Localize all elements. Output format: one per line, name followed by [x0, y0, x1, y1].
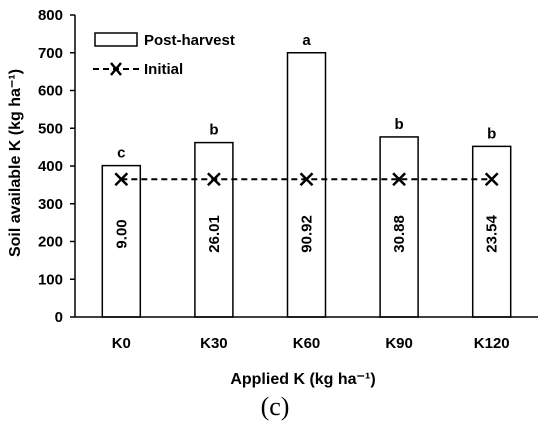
x-axis-ticks: K0 K30 K60 K90 K120: [112, 335, 510, 352]
bar-post-harvest: [379, 136, 419, 318]
initial-marker: [207, 172, 221, 187]
bar-significance-letter: b: [395, 116, 404, 133]
bar-post-harvest: [286, 52, 327, 318]
initial-marker: [392, 172, 406, 187]
y-tick-label: 0: [55, 309, 63, 326]
y-tick-label: 500: [38, 120, 63, 137]
bar-significance-letter: b: [209, 122, 218, 139]
chart: 0 100 200 300 400 500 600 700 800 c 9.00 b 26.01 a 90…: [7, 7, 538, 388]
legend-swatch-post-harvest: [94, 32, 138, 47]
bar-inner-label: 26.01: [206, 215, 223, 253]
y-axis-title: Soil available K (kg ha⁻¹): [7, 69, 24, 257]
bar-significance-letter: b: [487, 125, 496, 142]
legend: Post-harvest Initial: [93, 32, 235, 78]
initial-marker: [299, 172, 314, 187]
y-tick-label: 800: [38, 7, 63, 24]
y-tick-label: 600: [38, 83, 63, 100]
legend-label-initial: Initial: [144, 61, 183, 78]
initial-marker: [114, 172, 129, 187]
legend-label-post-harvest: Post-harvest: [144, 32, 235, 49]
panel-label: (c): [260, 392, 290, 421]
y-tick-label: 200: [38, 234, 63, 251]
initial-series: [114, 172, 499, 187]
y-tick-label: 300: [38, 196, 63, 213]
x-tick-label: K60: [293, 335, 321, 352]
bar-significance-letter: a: [302, 32, 311, 49]
y-tick-label: 700: [38, 45, 63, 62]
bar-inner-label: 90.92: [299, 215, 316, 253]
bar-post-harvest: [194, 141, 234, 318]
bar-inner-label: 9.00: [113, 219, 130, 248]
bar-significance-letter: c: [117, 145, 125, 162]
y-tick-label: 400: [38, 158, 63, 175]
x-tick-label: K0: [112, 335, 131, 352]
bar-inner-label: 30.88: [391, 215, 408, 253]
x-tick-label: K120: [474, 335, 510, 352]
initial-marker: [484, 172, 499, 187]
bars: c 9.00 b 26.01 a 90.92 b 30.88 b 23.54: [101, 32, 512, 318]
y-axis-ticks: 0 100 200 300 400 500 600 700 800: [38, 7, 75, 326]
x-axis-title: Applied K (kg ha⁻¹): [230, 371, 375, 388]
bar-inner-label: 23.54: [484, 215, 501, 253]
bar-post-harvest: [471, 145, 512, 318]
bar-post-harvest: [101, 164, 142, 318]
y-tick-label: 100: [38, 271, 63, 288]
legend-swatch-initial-marker: [110, 62, 122, 76]
x-tick-label: K30: [200, 335, 228, 352]
x-tick-label: K90: [385, 335, 413, 352]
